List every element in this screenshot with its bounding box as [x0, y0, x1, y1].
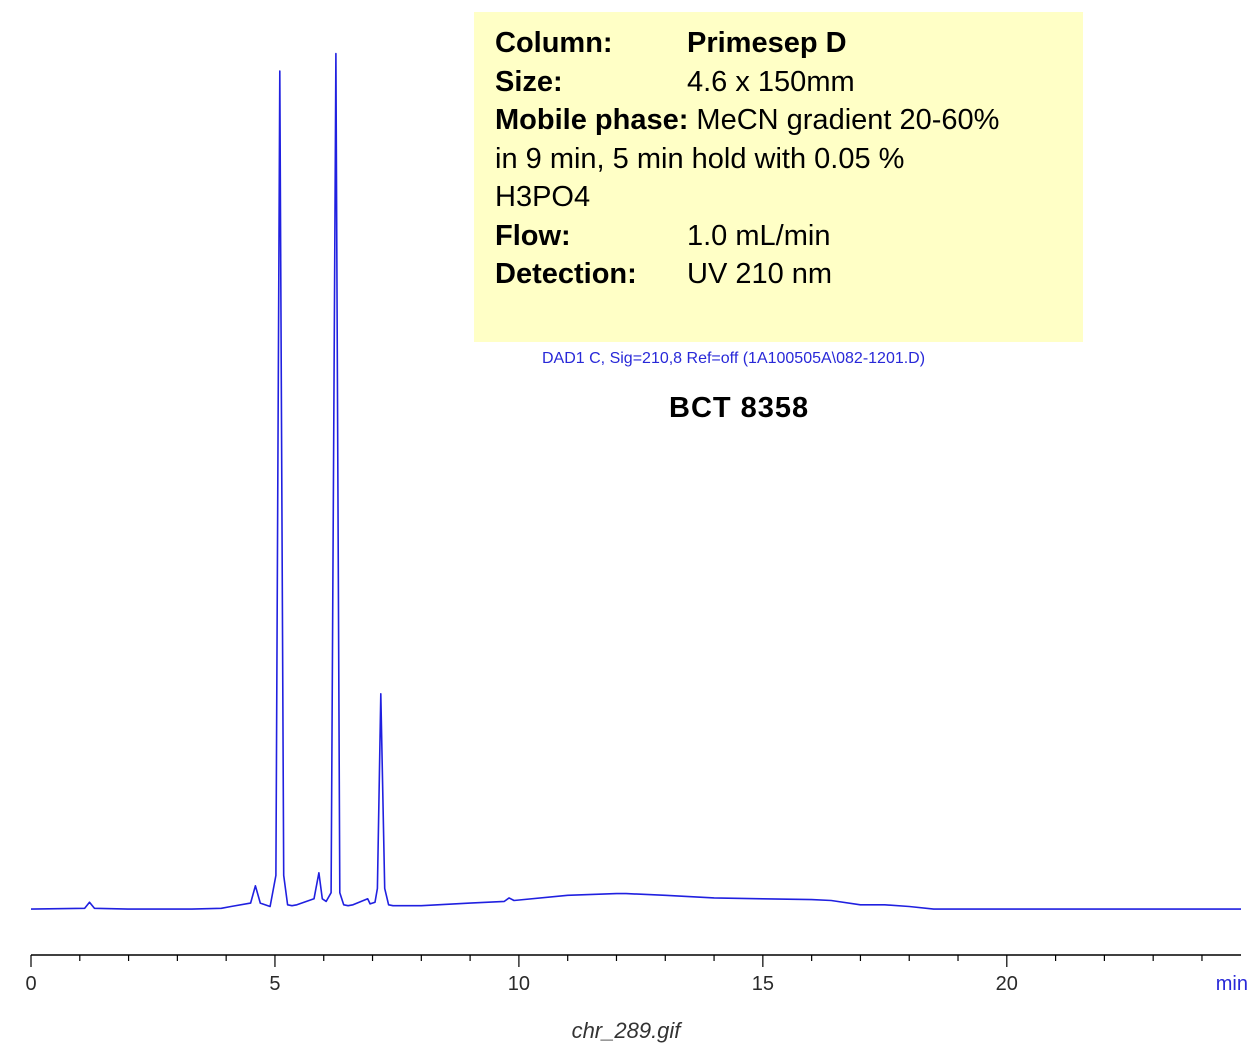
flow-row: Flow: 1.0 mL/min	[495, 217, 1073, 256]
column-row: Column: Primesep D	[495, 24, 1073, 63]
mobile-phase-line-2: in 9 min, 5 min hold with 0.05 %	[495, 140, 1073, 179]
mobile-phase-line-3: H3PO4	[495, 178, 1073, 217]
mobile-phase-value-2: in 9 min, 5 min hold with 0.05 %	[495, 142, 905, 175]
chart-title: BCT 8358	[669, 392, 810, 424]
size-row: Size: 4.6 x 150mm	[495, 63, 1073, 102]
signal-label: DAD1 C, Sig=210,8 Ref=off (1A100505A\082…	[542, 350, 926, 367]
mobile-phase-row: Mobile phase: MeCN gradient 20-60%	[495, 101, 1073, 140]
detection-row: Detection: UV 210 nm	[495, 255, 1073, 294]
detection-value: UV 210 nm	[687, 258, 833, 290]
detection-label: Detection:	[495, 258, 637, 290]
file-caption: chr_289.gif	[571, 1018, 681, 1043]
column-label: Column:	[495, 27, 613, 59]
size-value: 4.6 x 150mm	[687, 65, 855, 98]
method-info-box: Column: Primesep D Size: 4.6 x 150mm Mobil…	[474, 12, 1083, 342]
x-tick-label: 5	[269, 973, 280, 995]
x-tick-label: 0	[25, 973, 36, 995]
column-value: Primesep D	[687, 27, 847, 59]
mobile-phase-value-1: MeCN gradient 20-60%	[696, 104, 1000, 136]
flow-label: Flow:	[495, 219, 571, 252]
x-tick-label: 20	[996, 973, 1018, 995]
flow-value: 1.0 mL/min	[687, 219, 831, 252]
mobile-phase-label: Mobile phase:	[495, 104, 689, 136]
x-tick-label: 15	[752, 973, 774, 995]
mobile-phase-value-3: H3PO4	[495, 181, 591, 213]
size-label: Size:	[495, 65, 563, 98]
x-tick-label: 10	[508, 973, 530, 995]
x-axis: 0 5 10 15 20 min	[25, 954, 1248, 995]
chromatogram-series-line-0	[30, 52, 1241, 910]
chromatogram-trace-layer	[30, 52, 1241, 910]
x-axis-label: min	[1216, 973, 1248, 995]
